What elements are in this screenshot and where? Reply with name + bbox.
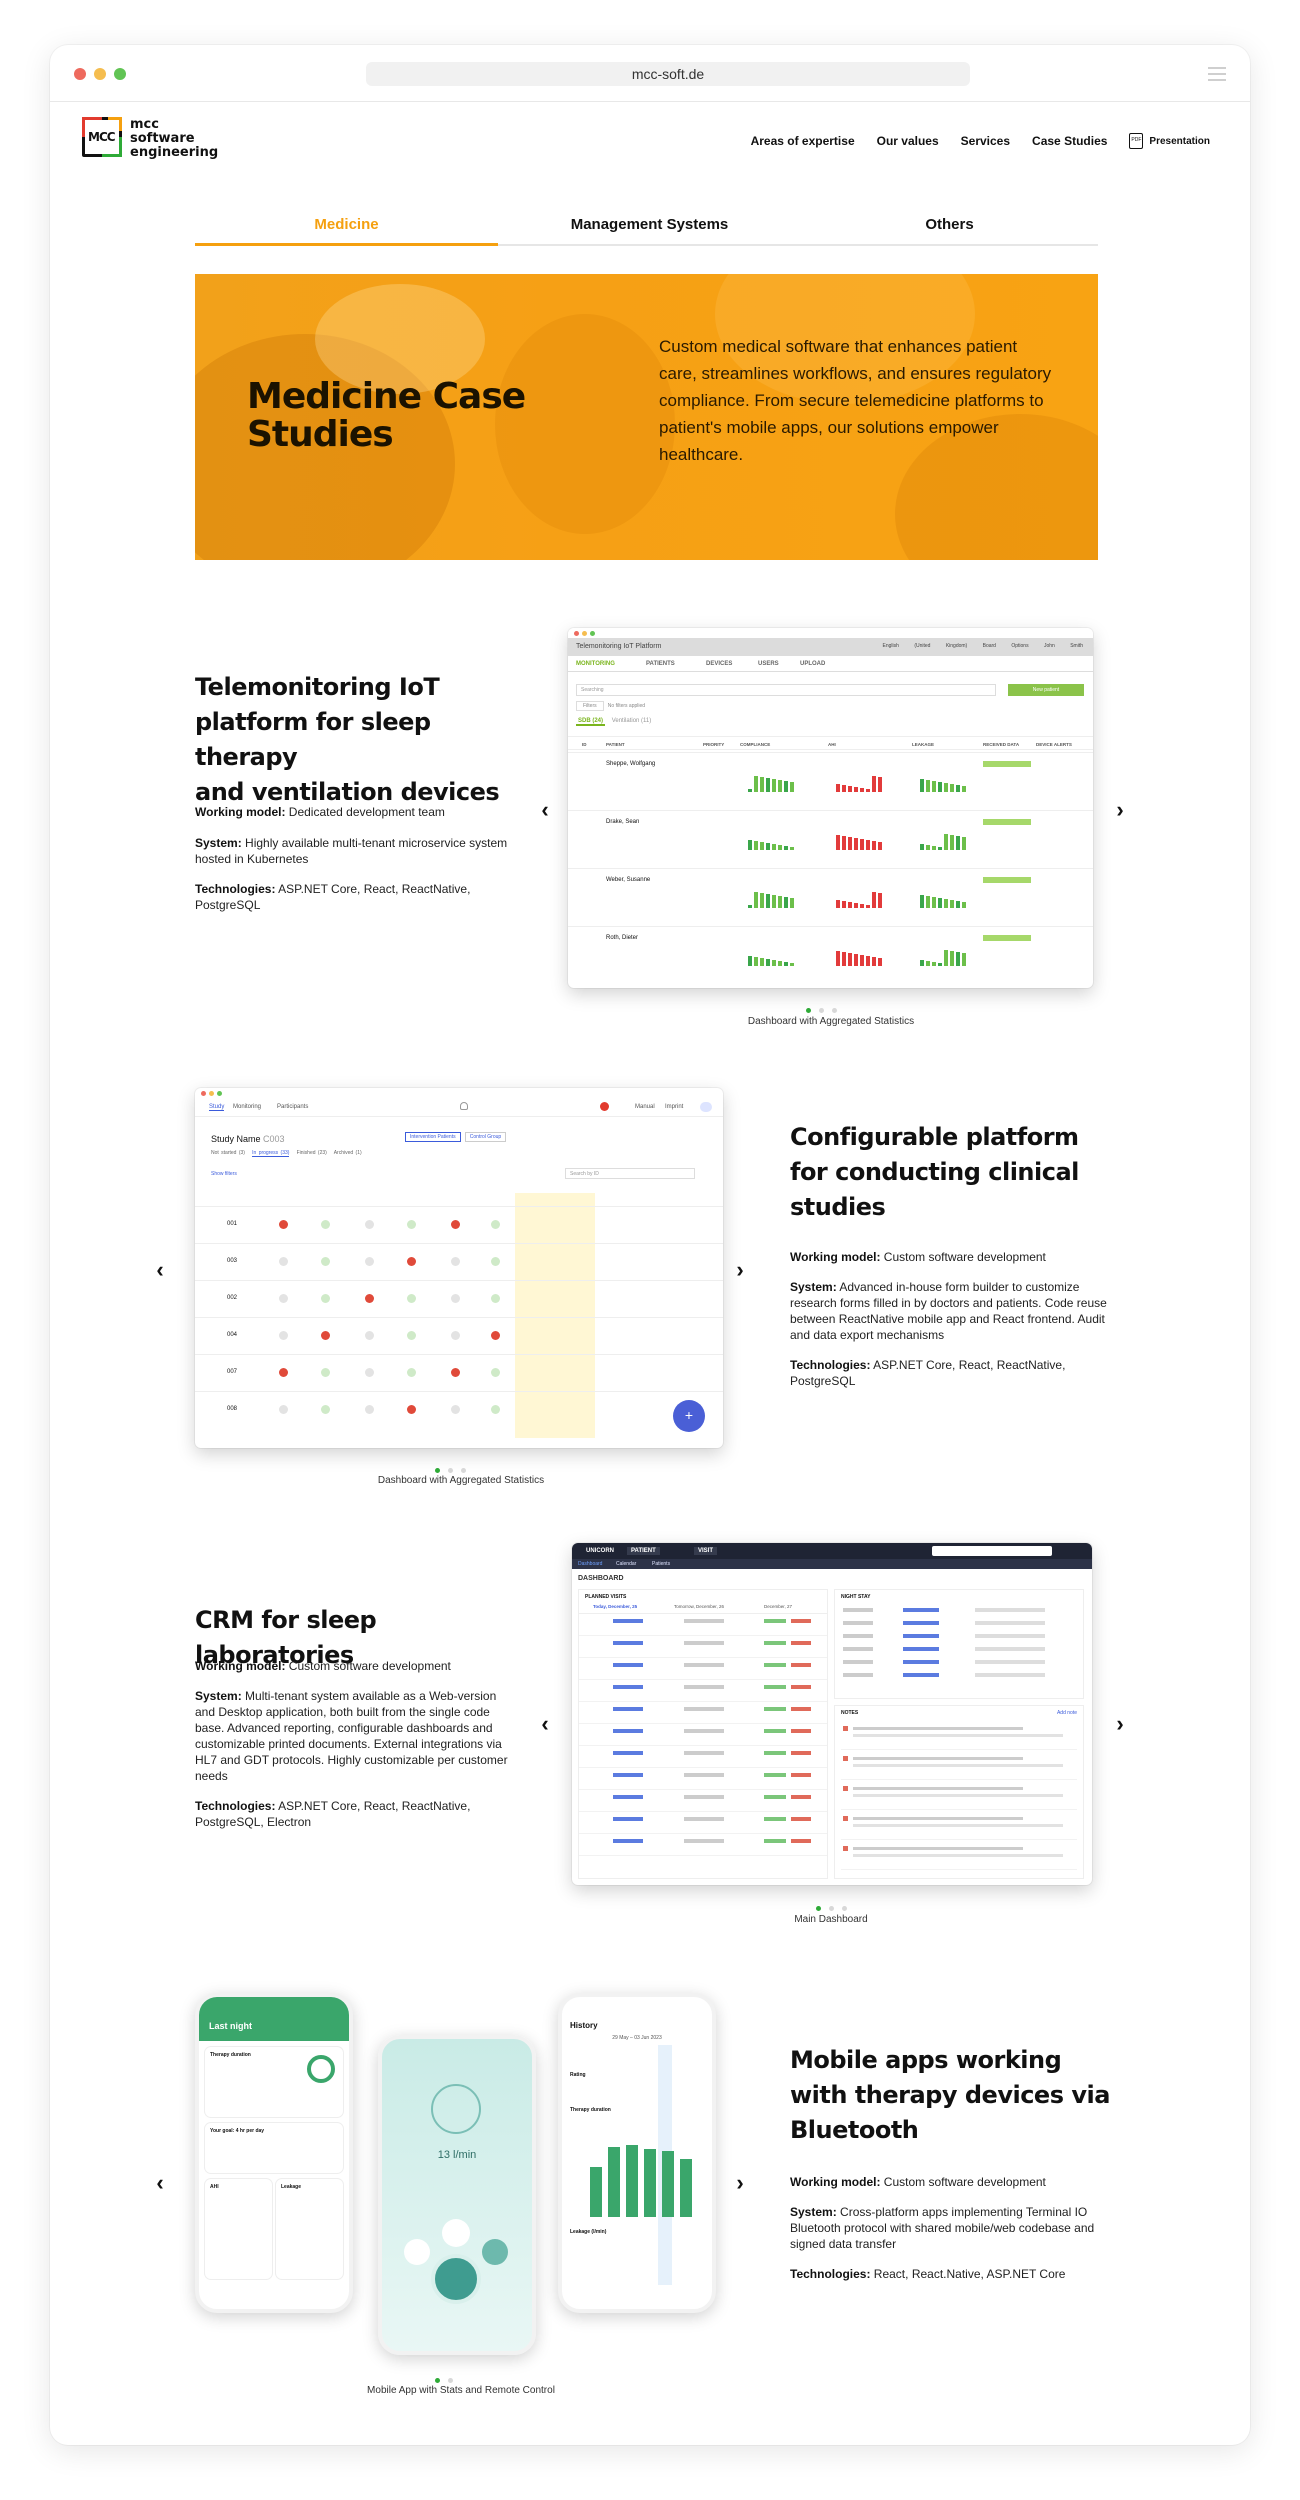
table-row[interactable]: 003 [195,1243,723,1280]
history-bar [590,2167,602,2217]
case-2-caption: Dashboard with Aggregated Statistics [377,1475,545,1486]
case-2-prev-arrow-icon[interactable]: ‹ [156,1257,164,1282]
case-2-details: Working model: Custom software developme… [790,1250,1107,1388]
case-4-title: Mobile apps working with therapy devices … [790,2046,1110,2144]
table-row[interactable]: 007 [195,1354,723,1391]
table-row[interactable]: Drake, Sean [568,810,1093,868]
list-item[interactable] [579,1680,827,1702]
case-4-next-arrow-icon[interactable]: › [736,2170,744,2195]
nav-areas-of-expertise[interactable]: Areas of expertise [750,134,855,148]
case-2-title: Configurable platform for conducting clin… [790,1123,1079,1221]
case-2-carousel-dots[interactable] [431,1460,470,1473]
close-window-dot[interactable] [74,68,86,80]
table-row[interactable]: 002 [195,1280,723,1317]
case-3-prev-arrow-icon[interactable]: ‹ [541,1711,549,1736]
nav-our-values[interactable]: Our values [876,134,939,148]
hero-description: Custom medical software that enhances pa… [659,337,1052,464]
brand-name: mcc software engineering [130,117,219,160]
table-row[interactable]: Sheppe, Wolfgang [568,752,1093,810]
case-1-screenshot: Telemonitoring IoT Platform English (Uni… [568,628,1093,988]
list-item[interactable] [579,1614,827,1636]
table-row[interactable]: 004 [195,1317,723,1354]
main-nav: Areas of expertise Our values Services C… [729,133,1210,149]
table-row[interactable]: Weber, Susanne [568,868,1093,926]
list-item[interactable] [579,1658,827,1680]
case-1-prev-arrow-icon[interactable]: ‹ [541,797,549,822]
address-bar[interactable]: mcc-soft.de [366,62,970,86]
browser-toolbar: mcc-soft.de [50,45,1250,102]
history-bar [608,2147,620,2217]
history-bar [680,2159,692,2217]
list-item[interactable] [579,1790,827,1812]
logo-mark[interactable]: MCC [82,117,122,157]
table-row[interactable]: 001 [195,1206,723,1243]
case-4-caption: Mobile App with Stats and Remote Control [367,2385,555,2396]
case-4-carousel-dots[interactable] [431,2370,457,2383]
case-3-carousel-dots[interactable] [812,1898,851,1911]
bell-icon[interactable] [460,1102,468,1110]
table-row[interactable]: 008 [195,1391,723,1428]
case-category-tabs: Medicine Management Systems Others [195,216,1098,248]
hero-title: Medicine Case Studies [247,376,526,455]
maximize-window-dot[interactable] [114,68,126,80]
case-2-next-arrow-icon[interactable]: › [736,1257,744,1282]
list-item[interactable] [579,1812,827,1834]
list-item[interactable] [579,1724,827,1746]
case-1-title: Telemonitoring IoT platform for sleep the… [195,673,500,806]
add-participant-icon[interactable]: + [673,1400,705,1432]
list-item[interactable] [579,1746,827,1768]
list-item[interactable] [579,1702,827,1724]
case-1-details: Working model: Dedicated development tea… [195,805,508,912]
history-bar [662,2151,674,2217]
case-3-caption: Main Dashboard [794,1914,868,1925]
tab-others[interactable]: Others [801,216,1098,246]
case-3-details: Working model: Custom software developme… [195,1659,508,1829]
logo-letters: MCC [88,130,116,144]
case-3-title: CRM for sleep laboratories [195,1606,377,1669]
table-row[interactable]: Roth, Dieter [568,926,1093,984]
pdf-icon: PDF [1129,133,1144,149]
hamburger-menu-icon[interactable] [1208,67,1226,85]
minimize-window-dot[interactable] [94,68,106,80]
nav-services[interactable]: Services [960,134,1011,148]
case-4-prev-arrow-icon[interactable]: ‹ [156,2170,164,2195]
case-1-caption: Dashboard with Aggregated Statistics [747,1016,915,1027]
case-3-next-arrow-icon[interactable]: › [1116,1711,1124,1736]
presentation-link[interactable]: PDF Presentation [1129,133,1210,149]
tab-medicine[interactable]: Medicine [195,216,498,246]
history-bar [644,2149,656,2217]
phone-last-night: Last night Therapy duration Your goal: 4… [195,1993,353,2313]
list-item[interactable] [579,1834,827,1856]
case-1-carousel-dots[interactable] [802,1000,841,1013]
case-2-screenshot: Study Monitoring Participants Manual Imp… [195,1088,723,1448]
tab-management-systems[interactable]: Management Systems [498,216,801,246]
browser-window: mcc-soft.de MCC mcc software engineering… [50,45,1250,2445]
case-3-screenshot: UNICORN PATIENT VISIT Dashboard Calendar… [572,1543,1092,1885]
hero-banner: Medicine Case Studies Custom medical sof… [195,274,1098,560]
list-item[interactable] [579,1768,827,1790]
phone-history: History 29 May – 03 Jun 2023 Rating Ther… [558,1993,716,2313]
case-4-details: Working model: Custom software developme… [790,2175,1095,2281]
list-item[interactable] [579,1636,827,1658]
case-1-next-arrow-icon[interactable]: › [1116,797,1124,822]
nav-case-studies[interactable]: Case Studies [1032,134,1108,148]
phone-remote-control: 13 l/min [378,2035,536,2355]
history-bar [626,2145,638,2217]
